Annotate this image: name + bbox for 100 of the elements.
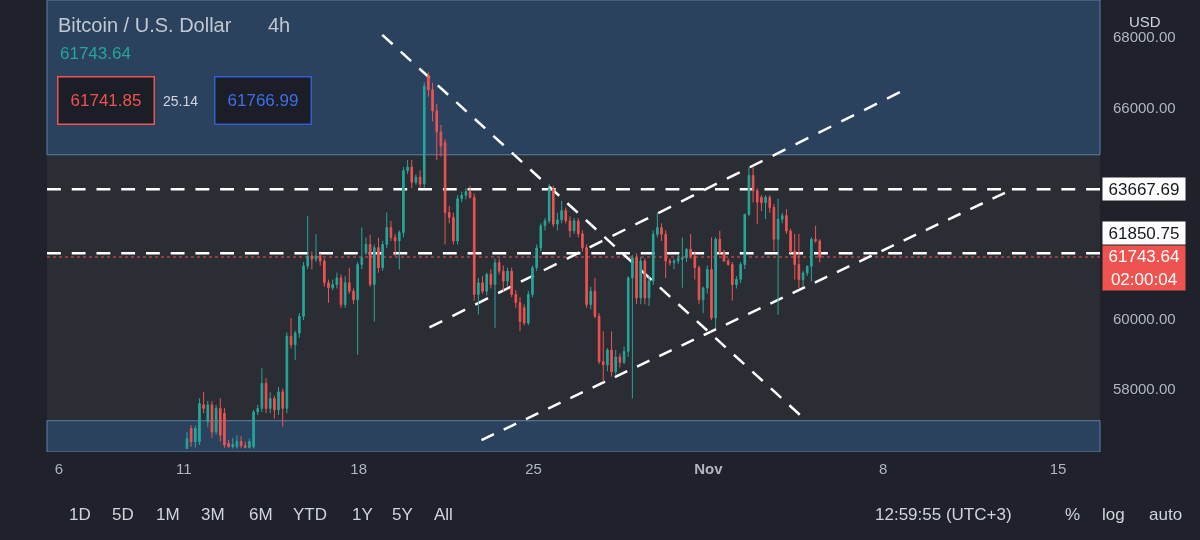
text: 1Y	[352, 505, 373, 524]
text: auto	[1149, 505, 1183, 524]
candlestick	[277, 386, 280, 416]
candlestick	[335, 272, 339, 289]
candlestick	[456, 194, 459, 245]
candlestick	[614, 349, 618, 376]
candlestick	[418, 170, 422, 189]
candlestick	[714, 236, 717, 329]
y-tick-label: 58000.00	[1113, 379, 1176, 397]
candlestick	[543, 217, 547, 231]
candlestick	[606, 347, 609, 372]
candlestick	[235, 434, 239, 449]
candlestick	[639, 256, 643, 305]
x-tick-label: 18	[350, 460, 368, 477]
text: All	[434, 505, 453, 524]
y-tick-label: 66000.00	[1113, 98, 1176, 116]
ref-line-label: 61743.64 02:00:04	[1108, 247, 1180, 289]
candlestick	[730, 261, 734, 302]
candlestick	[264, 377, 268, 414]
candlestick	[776, 198, 780, 316]
candlestick	[281, 388, 285, 428]
candlestick	[289, 317, 293, 349]
ref-line-label: 63667.69	[1108, 179, 1180, 199]
text: 5D	[112, 505, 134, 524]
candlestick	[364, 236, 368, 256]
candlestick	[477, 277, 480, 315]
candlestick	[422, 82, 426, 189]
x-tick-label: 6	[54, 460, 64, 477]
candlestick	[468, 185, 472, 200]
candlestick	[506, 267, 509, 288]
candlestick	[389, 220, 393, 242]
ref-line-label: 61850.75	[1108, 223, 1180, 243]
candlestick	[489, 268, 493, 289]
x-tick-label: 15	[1049, 460, 1067, 477]
candlestick	[472, 192, 476, 302]
candlestick	[273, 395, 276, 420]
candlestick	[551, 185, 555, 228]
candlestick	[481, 275, 484, 295]
candlestick	[198, 397, 201, 446]
x-tick-label: 11	[176, 460, 192, 477]
x-tick-label: 25	[525, 460, 542, 477]
text: Bitcoin / U.S. Dollar	[58, 14, 232, 36]
text: USD	[1129, 13, 1161, 30]
y-tick-label: 60000.00	[1113, 309, 1176, 327]
text: %	[1065, 505, 1081, 524]
candlestick	[443, 138, 447, 245]
text: 6M	[249, 505, 273, 524]
candlestick	[647, 275, 651, 307]
candlestick	[464, 187, 468, 200]
candlestick	[372, 243, 376, 322]
annotation: 25.14	[163, 93, 199, 109]
text: YTD	[293, 505, 327, 524]
y-tick-label: 68000.00	[1113, 28, 1176, 46]
candlestick	[231, 437, 235, 449]
text: log	[1102, 505, 1125, 524]
candlestick	[243, 440, 247, 449]
candlestick	[314, 233, 318, 263]
candlestick	[522, 303, 526, 326]
annotation: 61766.99	[227, 91, 299, 110]
text: 1D	[69, 505, 91, 524]
candlestick	[410, 159, 414, 189]
candlestick	[593, 277, 597, 319]
text: 5Y	[392, 505, 413, 524]
candlestick	[518, 296, 522, 332]
candlestick	[252, 409, 255, 449]
candlestick	[485, 272, 488, 296]
candlestick	[189, 424, 193, 448]
candlestick	[268, 391, 272, 414]
candlestick	[202, 391, 205, 414]
candlestick	[285, 331, 289, 414]
candlestick	[672, 258, 676, 270]
x-tick-label: Nov	[694, 460, 724, 477]
text: 1M	[156, 505, 180, 524]
candlestick	[610, 330, 613, 378]
candlestick	[206, 400, 210, 428]
text: 12:59:55 (UTC+3)	[875, 505, 1012, 524]
candlestick	[643, 258, 647, 305]
candlestick	[214, 404, 218, 435]
candlestick	[681, 236, 684, 289]
candlestick	[339, 273, 343, 309]
annotation: 61743.64	[60, 44, 131, 63]
candlestick	[810, 236, 813, 282]
candlestick	[618, 353, 622, 369]
candlestick	[377, 237, 380, 274]
candlestick	[547, 183, 551, 224]
candlestick	[764, 194, 767, 220]
text: 3M	[201, 505, 225, 524]
candlestick	[493, 258, 497, 329]
candlestick	[572, 217, 576, 235]
annotation: 4h	[268, 14, 291, 36]
candlestick	[210, 400, 214, 439]
x-tick-label: 8	[879, 460, 888, 477]
candlestick	[260, 367, 264, 413]
candlestick	[343, 275, 347, 309]
candlestick	[631, 254, 634, 400]
candlestick	[239, 435, 243, 449]
candlestick	[589, 286, 593, 311]
candlestick	[801, 270, 805, 288]
candlestick	[414, 173, 418, 186]
annotation: 61741.85	[70, 91, 142, 110]
